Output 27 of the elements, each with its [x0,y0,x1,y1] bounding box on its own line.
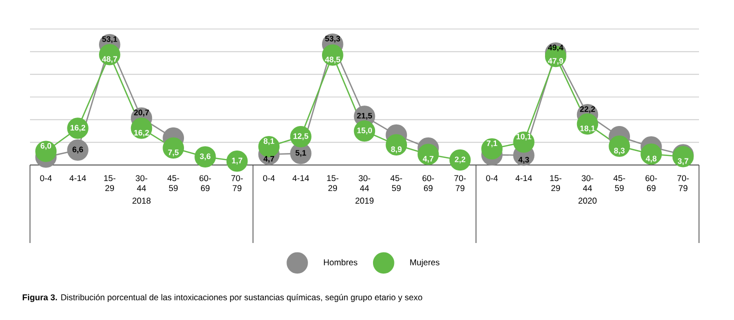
x-tick-label: 45-59 [613,175,626,192]
x-tick-label: 0-4 [263,175,275,182]
x-tick-label: 60-69 [646,175,657,192]
x-axis-title: 2019 [356,198,374,204]
x-tick-label: 30-44 [582,175,594,192]
text: Figura 3. Distribución porcentual de las intoxicaciones por sustancias químicas, según grupo etario y sexo [22,294,422,302]
legend-label: Hombres [324,259,358,266]
x-tick-label: 60-69 [200,175,211,192]
x-tick-label: 45-59 [390,175,402,192]
x-tick-label: 15-29 [327,175,338,192]
x-tick-label: 70-79 [231,175,243,192]
x-tick-label: 30-44 [358,175,370,192]
legend-label: Mujeres [410,259,440,267]
x-axis-title: 2018 [132,198,151,204]
x-tick-label: 70-79 [454,175,466,192]
x-tick-label: 45-59 [167,175,180,192]
x-tick-label: 60-69 [422,175,434,192]
x-tick-label: 15-29 [550,175,562,192]
x-tick-label: 4-14 [516,175,532,182]
x-tick-label: 4-14 [292,175,310,182]
x-tick-label: 4-14 [70,175,86,182]
x-tick-label: 15-29 [104,175,116,192]
x-tick-label: 0-4 [40,175,52,182]
x-tick-label: 70-79 [677,175,689,192]
x-tick-label: 30-44 [136,175,148,192]
x-axis-title: 2020 [578,198,597,204]
x-tick-label: 0-4 [486,175,498,182]
